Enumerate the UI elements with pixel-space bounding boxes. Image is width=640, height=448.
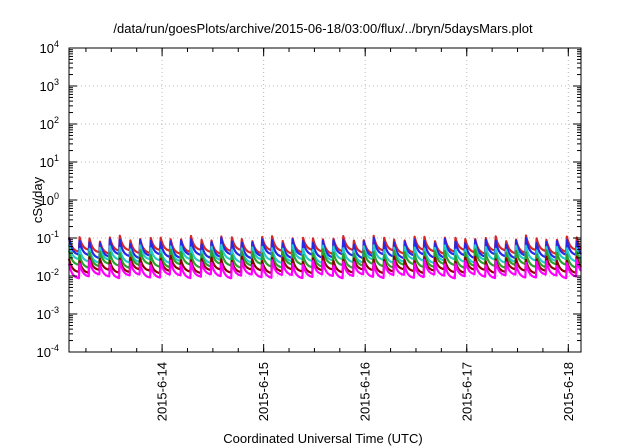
y-tick-exponent: -4 xyxy=(51,343,59,353)
x-axis-ticks: 2015-6-14 2015-6-15 2015-6-16 2015-6-17 2015… xyxy=(85,48,576,421)
y-tick-exponent: -1 xyxy=(51,229,59,239)
y-axis-label: cSv/day xyxy=(30,176,45,223)
y-tick-exponent: 3 xyxy=(54,77,59,87)
y-tick-exponent: 2 xyxy=(54,115,59,125)
x-tick-label: 2015-6-18 xyxy=(561,362,576,421)
x-tick-label: 2015-6-15 xyxy=(256,362,271,421)
series-line-2 xyxy=(67,236,582,260)
y-tick-base: 10 xyxy=(37,269,51,284)
y-tick-label: 101 xyxy=(40,153,59,170)
chart-title: /data/run/goesPlots/archive/2015-06-18/0… xyxy=(113,21,533,36)
series-line-4 xyxy=(67,248,582,269)
y-tick-label: 100 xyxy=(40,191,59,208)
y-tick-label: 10-2 xyxy=(37,267,59,284)
x-axis-label: Coordinated Universal Time (UTC) xyxy=(223,431,422,446)
series-line-5 xyxy=(67,254,582,275)
series-line-6 xyxy=(67,258,582,280)
y-tick-exponent: -2 xyxy=(51,267,59,277)
y-tick-label: 103 xyxy=(40,77,59,94)
y-tick-base: 10 xyxy=(37,231,51,246)
y-tick-label: 10-4 xyxy=(37,343,59,360)
x-tick-label: 2015-6-17 xyxy=(459,362,474,421)
x-tick-label: 2015-6-16 xyxy=(358,362,373,421)
y-tick-base: 10 xyxy=(40,193,54,208)
y-tick-label: 10-3 xyxy=(37,305,59,322)
y-tick-exponent: 0 xyxy=(54,191,59,201)
y-tick-label: 102 xyxy=(40,115,59,132)
series-line-3 xyxy=(67,243,582,265)
y-tick-label: 104 xyxy=(40,39,59,56)
y-tick-exponent: -3 xyxy=(51,305,59,315)
y-tick-exponent: 4 xyxy=(54,39,59,49)
y-tick-label: 10-1 xyxy=(37,229,59,246)
y-tick-base: 10 xyxy=(40,41,54,56)
y-tick-base: 10 xyxy=(37,345,51,360)
y-tick-base: 10 xyxy=(40,155,54,170)
y-tick-base: 10 xyxy=(37,307,51,322)
y-tick-exponent: 1 xyxy=(54,153,59,163)
series-group xyxy=(67,234,582,280)
plot-frame xyxy=(68,47,582,353)
y-tick-base: 10 xyxy=(40,117,54,132)
x-tick-label: 2015-6-14 xyxy=(155,362,170,421)
y-tick-base: 10 xyxy=(40,79,54,94)
